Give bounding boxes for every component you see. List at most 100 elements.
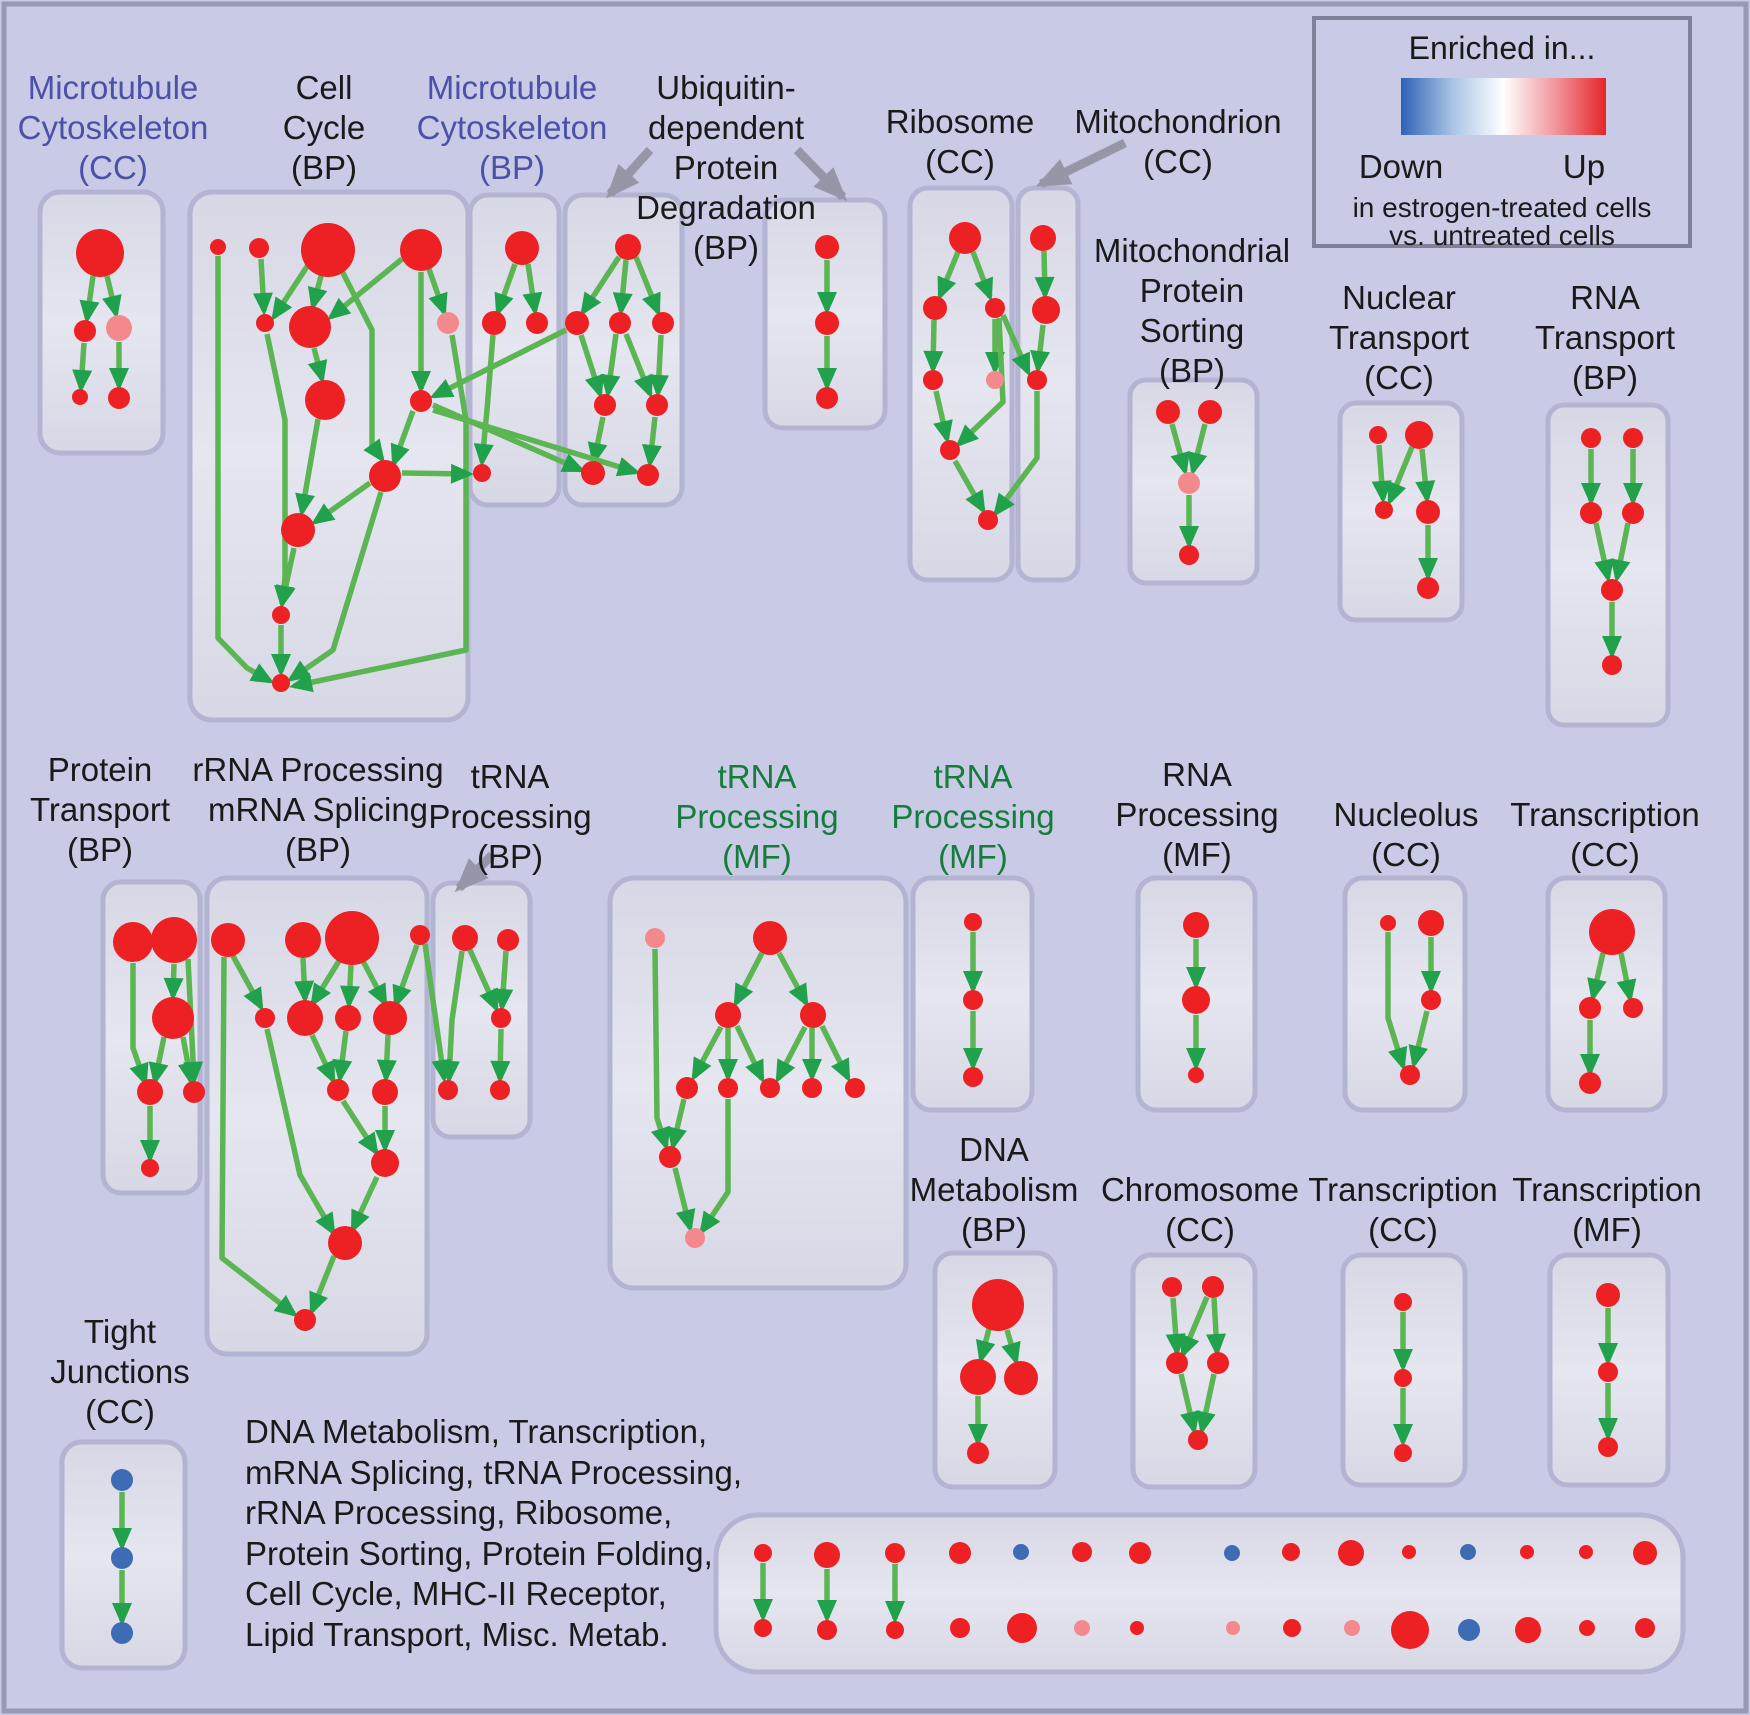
mitochondrion-cc-node-1 [1032, 296, 1060, 324]
misc-cluster-node-25 [1391, 1611, 1429, 1649]
trna-bp-node-0 [452, 925, 478, 951]
ubiquitin-bp-1-node-1 [565, 311, 589, 335]
ubiquitin-bp-1-edge-5 [623, 332, 653, 399]
dna-metabolism-node-2 [1004, 1361, 1038, 1395]
cell-cycle-node-9 [369, 460, 401, 492]
cell-cycle-node-12 [272, 674, 290, 692]
rrna-mrna-edge-10 [264, 1028, 336, 1237]
trna-mf-1-node-10 [685, 1228, 705, 1248]
ubiquitin-bp-1-node-4 [594, 394, 616, 416]
ribosome-cc-edge-2 [923, 319, 944, 374]
microtubule-cc-node-2 [106, 315, 132, 341]
tight-junctions-node-2 [111, 1622, 133, 1644]
trna-mf-1-edge-8 [819, 1024, 851, 1083]
rrna-mrna-edge-5 [360, 959, 388, 1008]
rrna-mrna-node-3 [410, 925, 430, 945]
mito-protein-sorting-node-0 [1156, 400, 1180, 424]
ubiquitin-bp-1-edge-3 [578, 334, 605, 399]
nucleolus-edge-2 [1408, 1010, 1430, 1069]
ubiquitin-bp-1-node-2 [609, 312, 631, 334]
annotation-arrow-0 [605, 146, 654, 199]
rna-transport-node-1 [1623, 428, 1643, 448]
trna-bp-edge-0 [467, 948, 499, 1013]
rrna-mrna-edge-1 [219, 956, 298, 1318]
ribosome-cc-edge-4 [955, 317, 1006, 448]
nuclear-transport-node-4 [1417, 577, 1439, 599]
microtubule-bp-edge-0 [494, 263, 518, 317]
chromosome-node-4 [1188, 1430, 1208, 1450]
trna-mf-1-node-7 [802, 1078, 822, 1098]
protein-transport-node-1 [151, 917, 197, 963]
trna-mf-1-edge-2 [776, 951, 809, 1008]
nucleolus-edge-0 [1385, 932, 1408, 1071]
rna-transport-node-5 [1602, 655, 1622, 675]
tight-junctions-node-1 [111, 1547, 133, 1569]
misc-cluster-node-29 [1635, 1618, 1655, 1638]
misc-cluster-node-15 [754, 1619, 772, 1637]
trna-mf-1-node-4 [676, 1077, 698, 1099]
trna-mf-1-node-8 [845, 1078, 865, 1098]
misc-cluster-node-10 [1402, 1545, 1416, 1559]
rna-mf-node-2 [1188, 1067, 1204, 1083]
cell-cycle-edge-3 [339, 269, 385, 464]
misc-cluster-node-24 [1344, 1620, 1360, 1636]
ubiquitin-bp-1-edge-4 [600, 333, 621, 398]
rrna-mrna-node-10 [371, 1149, 399, 1177]
cross-edge-6 [993, 391, 1040, 518]
ubiquitin-bp-1-edge-0 [580, 255, 622, 317]
rna-transport-box [1545, 402, 1671, 728]
chromosome-node-3 [1207, 1352, 1229, 1374]
misc-cluster-node-3 [949, 1542, 971, 1564]
nucleolus-box [1342, 875, 1468, 1113]
ubiquitin-bp-1-node-6 [581, 461, 605, 485]
misc-cluster-node-28 [1579, 1620, 1595, 1636]
transcription-cc-mid-node-1 [1579, 997, 1601, 1019]
rrna-mrna-node-4 [255, 1008, 275, 1028]
cell-cycle-edge-14 [215, 256, 275, 684]
rrna-mrna-edge-3 [310, 959, 342, 1008]
chromosome-node-1 [1202, 1276, 1224, 1298]
trna-bp-node-2 [491, 1008, 511, 1028]
cell-cycle-edge-12 [275, 547, 297, 609]
misc-cluster-node-20 [1074, 1620, 1090, 1636]
ribosome-cc-node-3 [923, 370, 943, 390]
chromosome-box [1130, 1252, 1258, 1490]
microtubule-cc-box [37, 189, 166, 456]
cell-cycle-node-5 [289, 306, 331, 348]
misc-cluster-node-18 [950, 1618, 970, 1638]
ubiquitin-bp-2-node-0 [815, 235, 839, 259]
misc-cluster-node-14 [1633, 1541, 1657, 1565]
rrna-mrna-edge-14 [309, 1254, 337, 1316]
ubiquitin-bp-1-edge-8 [642, 416, 662, 468]
rrna-mrna-edge-8 [332, 1030, 353, 1083]
rna-transport-node-3 [1622, 502, 1644, 524]
ribosome-cc-edge-1 [970, 251, 993, 302]
misc-cluster-node-5 [1072, 1542, 1092, 1562]
misc-cluster-node-13 [1579, 1545, 1593, 1559]
chromosome-node-0 [1162, 1277, 1182, 1297]
rrna-mrna-edge-7 [309, 1033, 336, 1085]
ribosome-cc-node-4 [986, 371, 1004, 389]
annotation-arrow-1 [793, 146, 848, 202]
trna-mf-1-node-0 [645, 928, 665, 948]
legend-down-label: Down [1358, 148, 1444, 185]
nucleolus-node-0 [1380, 915, 1396, 931]
tight-junctions-node-0 [111, 1469, 133, 1491]
ribosome-cc-edge-0 [937, 250, 961, 301]
chromosome-edge-0 [1165, 1297, 1186, 1357]
rrna-mrna-node-7 [373, 1001, 407, 1035]
rrna-mrna-edge-0 [230, 954, 264, 1012]
nucleolus-node-1 [1418, 910, 1444, 936]
cell-cycle-edge-9 [295, 418, 321, 517]
trna-mf-1-edge-11 [699, 1099, 731, 1236]
mitochondrion-cc-edge-1 [1030, 324, 1050, 374]
protein-transport-node-0 [113, 922, 153, 962]
microtubule-cc-node-0 [76, 229, 124, 277]
rna-transport-node-0 [1581, 428, 1601, 448]
trna-bp-node-3 [438, 1080, 458, 1100]
cell-cycle-node-2 [301, 223, 355, 277]
transcription-mf-node-1 [1598, 1362, 1618, 1382]
misc-cluster-node-23 [1283, 1619, 1301, 1637]
mitochondrion-cc-edge-0 [1034, 250, 1055, 300]
